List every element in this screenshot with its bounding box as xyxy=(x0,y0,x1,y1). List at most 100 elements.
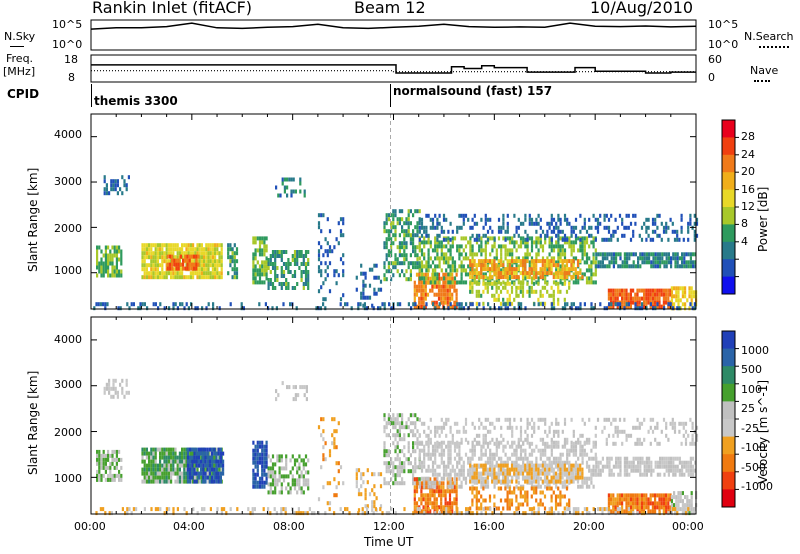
power-cell xyxy=(476,306,479,311)
power-cell xyxy=(274,262,277,266)
power-cell xyxy=(317,306,320,311)
power-cell xyxy=(686,298,689,303)
power-cell xyxy=(405,233,408,238)
velocity-cell xyxy=(254,456,257,461)
power-cell xyxy=(504,306,507,311)
velocity-cell xyxy=(416,437,419,442)
power-cell xyxy=(477,259,481,264)
velocity-cell xyxy=(383,425,386,430)
power-cell xyxy=(196,267,199,272)
power-cell xyxy=(458,252,461,257)
power-cell xyxy=(271,266,275,270)
velocity-cell xyxy=(442,493,445,498)
power-cell xyxy=(460,268,463,273)
power-cell xyxy=(574,267,577,272)
power-cell xyxy=(546,271,549,276)
power-cell xyxy=(141,243,144,248)
velocity-cell xyxy=(539,448,542,453)
velocity-cell xyxy=(258,456,262,461)
velocity-cell xyxy=(261,456,264,461)
velocity-cell xyxy=(256,440,259,445)
power-cell xyxy=(274,266,277,270)
velocity-cell xyxy=(335,445,338,450)
velocity-cell xyxy=(401,413,404,418)
power-cell xyxy=(96,265,99,270)
velocity-cell xyxy=(392,473,395,478)
power-cell xyxy=(209,243,212,248)
power-cell xyxy=(205,259,208,264)
power-cell xyxy=(519,285,522,290)
power-cell xyxy=(541,271,544,276)
power-cell xyxy=(282,274,286,278)
velocity-cell xyxy=(152,459,155,464)
velocity-cell xyxy=(431,464,435,469)
velocity-cell xyxy=(112,394,115,399)
power-cell xyxy=(449,302,452,307)
power-cell xyxy=(546,289,549,294)
power-cell xyxy=(172,251,175,256)
velocity-cell xyxy=(213,479,216,484)
power-cell xyxy=(254,268,257,273)
power-cell xyxy=(629,300,632,305)
power-cell xyxy=(396,269,399,274)
power-cell xyxy=(216,271,219,276)
velocity-cell xyxy=(610,501,613,506)
velocity-cell xyxy=(254,472,257,477)
velocity-cell xyxy=(403,453,406,458)
power-cell xyxy=(445,237,448,242)
velocity-cell xyxy=(161,463,164,468)
power-cell xyxy=(399,302,402,307)
velocity-cell xyxy=(401,461,404,466)
power-cell xyxy=(579,276,582,281)
power-cell xyxy=(460,264,463,269)
velocity-cell xyxy=(552,467,555,472)
power-cell xyxy=(493,281,496,286)
power-cell xyxy=(442,292,445,297)
power-cell xyxy=(594,237,597,242)
velocity-cell xyxy=(515,472,518,477)
power-cell xyxy=(659,264,662,269)
velocity-cell xyxy=(305,397,308,402)
velocity-cell xyxy=(451,489,454,494)
velocity-cell xyxy=(530,494,533,499)
velocity-cell xyxy=(150,463,153,468)
power-cell xyxy=(172,243,175,248)
velocity-cell xyxy=(510,479,514,484)
power-cell xyxy=(495,256,498,261)
power-cell xyxy=(438,213,441,218)
power-cell xyxy=(473,237,476,242)
power-cell xyxy=(179,262,182,267)
power-cell xyxy=(413,288,416,293)
velocity-cell xyxy=(654,460,657,465)
velocity-cell xyxy=(451,505,454,510)
power-cell xyxy=(431,217,435,222)
power-cell xyxy=(449,272,452,277)
velocity-cell xyxy=(629,501,632,506)
velocity-cell xyxy=(524,490,527,495)
velocity-cell xyxy=(579,467,582,472)
power-cell xyxy=(670,256,673,261)
velocity-cell xyxy=(296,470,299,475)
velocity-cell xyxy=(125,378,128,383)
power-cell xyxy=(263,272,266,277)
velocity-cell xyxy=(414,481,417,486)
power-cell xyxy=(307,282,310,286)
power-cell xyxy=(557,233,560,238)
power-cell xyxy=(447,280,450,285)
power-cell xyxy=(475,252,479,257)
velocity-cell xyxy=(217,475,220,480)
power-cell xyxy=(679,298,682,303)
nave-dots xyxy=(754,80,770,82)
power-cell xyxy=(645,292,648,297)
power-cell xyxy=(390,213,393,218)
power-cell xyxy=(413,292,416,297)
velocity-cell xyxy=(271,454,275,459)
velocity-cell xyxy=(508,479,511,484)
velocity-cell xyxy=(176,459,179,464)
velocity-cell xyxy=(150,475,153,480)
power-cell xyxy=(111,269,114,274)
velocity-cell xyxy=(420,493,423,498)
power-cell xyxy=(444,276,447,281)
velocity-cell xyxy=(526,490,529,495)
velocity-cell xyxy=(102,465,105,470)
